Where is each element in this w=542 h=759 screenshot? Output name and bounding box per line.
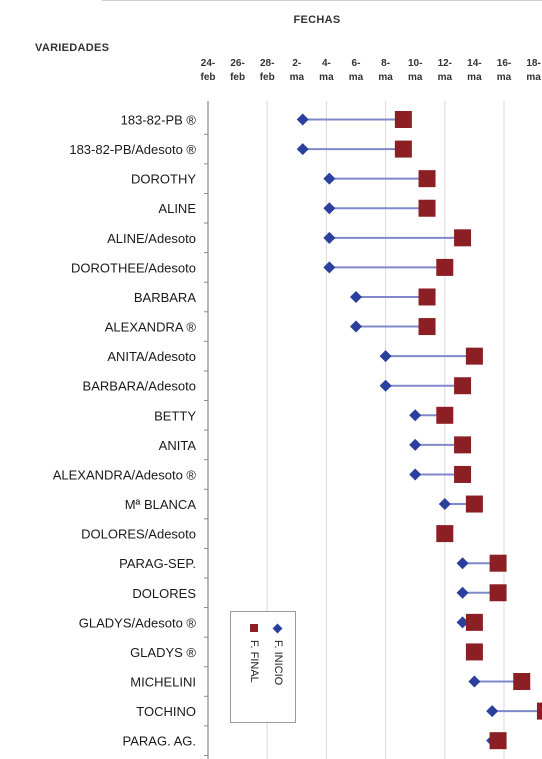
- legend-diamond-swatch: [273, 623, 283, 634]
- x-tick-label-bottom: ma: [319, 72, 334, 83]
- inicio-marker: [350, 320, 362, 333]
- x-tick-label-bottom: ma: [349, 72, 364, 83]
- inicio-marker: [438, 498, 451, 511]
- final-marker: [489, 732, 507, 750]
- x-tick-label-top: 26-: [230, 58, 244, 69]
- x-tick-label-top: 6-: [352, 58, 361, 69]
- inicio-marker: [379, 350, 392, 363]
- inicio-marker: [486, 705, 499, 718]
- row-label: DOLORES/Adesoto: [81, 527, 196, 542]
- legend-item-final: F. FINAL: [247, 622, 261, 683]
- final-marker: [465, 347, 483, 365]
- row-label: BARBARA: [134, 290, 196, 305]
- x-tick-label-bottom: feb: [201, 72, 216, 83]
- final-marker: [394, 140, 412, 158]
- x-tick-label-bottom: ma: [467, 72, 482, 83]
- final-marker: [436, 258, 454, 276]
- row-label: ALINE/Adesoto: [107, 231, 196, 246]
- inicio-marker: [350, 290, 362, 303]
- final-marker: [418, 199, 436, 217]
- legend-square-swatch: [250, 624, 258, 632]
- x-tick-label-top: 12-: [438, 58, 452, 69]
- row-label: ALEXANDRA/Adesoto ®: [53, 467, 197, 482]
- x-tick-label-top: 14-: [467, 58, 481, 69]
- row-label: ANITA/Adesoto: [107, 349, 196, 364]
- final-marker: [436, 525, 454, 543]
- row-label: PARAG. AG.: [123, 734, 196, 749]
- inicio-marker: [296, 143, 309, 156]
- final-marker: [465, 643, 483, 661]
- x-tick-label-top: 10-: [408, 58, 422, 69]
- inicio-marker: [456, 616, 469, 629]
- x-tick-label-top: 16-: [497, 58, 511, 69]
- final-marker: [536, 702, 542, 720]
- x-tick-label-bottom: feb: [230, 72, 245, 83]
- row-label: BARBARA/Adesoto: [83, 379, 196, 394]
- final-marker: [418, 288, 436, 306]
- row-label: ALINE: [158, 201, 196, 216]
- row-label: ANITA: [159, 438, 197, 453]
- x-tick-label-bottom: ma: [408, 72, 423, 83]
- top-border-line: [102, 0, 542, 1]
- row-label: GLADYS/Adesoto ®: [79, 615, 197, 630]
- x-tick-label-bottom: ma: [497, 72, 512, 83]
- row-label: BETTY: [154, 408, 196, 423]
- final-marker: [454, 465, 472, 483]
- legend: F. INICIO F. FINAL: [230, 611, 296, 723]
- row-label: DOROTHY: [131, 172, 196, 187]
- final-marker: [418, 318, 436, 336]
- x-tick-label-top: 18-: [526, 58, 540, 69]
- row-label: TOCHINO: [136, 704, 196, 719]
- final-marker: [489, 554, 507, 572]
- inicio-marker: [456, 557, 469, 570]
- final-marker: [394, 111, 412, 128]
- row-label: DOLORES: [132, 586, 196, 601]
- final-marker: [454, 436, 472, 454]
- x-tick-label-bottom: ma: [526, 72, 541, 83]
- final-marker: [418, 170, 436, 188]
- x-tick-label-top: 2-: [292, 58, 301, 69]
- row-label: 183-82-PB/Adesoto ®: [69, 142, 196, 157]
- x-tick-label-top: 28-: [260, 58, 274, 69]
- row-label: 183-82-PB ®: [121, 113, 197, 128]
- legend-inicio-label: F. INICIO: [272, 640, 284, 686]
- inicio-marker: [468, 675, 481, 688]
- row-label: GLADYS ®: [130, 645, 196, 660]
- final-marker: [513, 673, 531, 691]
- inicio-marker: [323, 261, 336, 274]
- legend-item-inicio: F. INICIO: [271, 622, 285, 685]
- inicio-marker: [296, 113, 309, 126]
- inicio-marker: [323, 231, 336, 244]
- row-label: PARAG-SEP.: [119, 556, 196, 571]
- x-tick-label-bottom: ma: [438, 72, 453, 83]
- row-label: DOROTHEE/Adesoto: [71, 260, 196, 275]
- final-marker: [436, 406, 454, 424]
- x-axis-title: FECHAS: [293, 14, 341, 26]
- x-tick-label-bottom: feb: [260, 72, 275, 83]
- inicio-marker: [379, 379, 392, 392]
- inicio-marker: [323, 202, 336, 215]
- inicio-marker: [456, 586, 469, 599]
- final-marker: [454, 229, 472, 247]
- x-tick-label-top: 24-: [201, 58, 215, 69]
- inicio-marker: [323, 172, 336, 185]
- x-tick-label-top: 4-: [322, 58, 331, 69]
- row-label: Mª BLANCA: [125, 497, 197, 512]
- final-marker: [465, 495, 483, 513]
- y-axis-title: VARIEDADES: [35, 42, 110, 54]
- final-marker: [454, 377, 472, 395]
- inicio-marker: [409, 409, 422, 422]
- x-tick-label-top: 8-: [381, 58, 390, 69]
- inicio-marker: [409, 438, 422, 451]
- final-marker: [489, 584, 507, 602]
- x-tick-label-bottom: ma: [378, 72, 393, 83]
- row-label: ALEXANDRA ®: [105, 320, 197, 335]
- legend-final-label: F. FINAL: [248, 640, 260, 683]
- x-tick-label-bottom: ma: [290, 72, 305, 83]
- inicio-marker: [409, 468, 422, 481]
- final-marker: [465, 613, 483, 631]
- row-label: MICHELINI: [130, 675, 196, 690]
